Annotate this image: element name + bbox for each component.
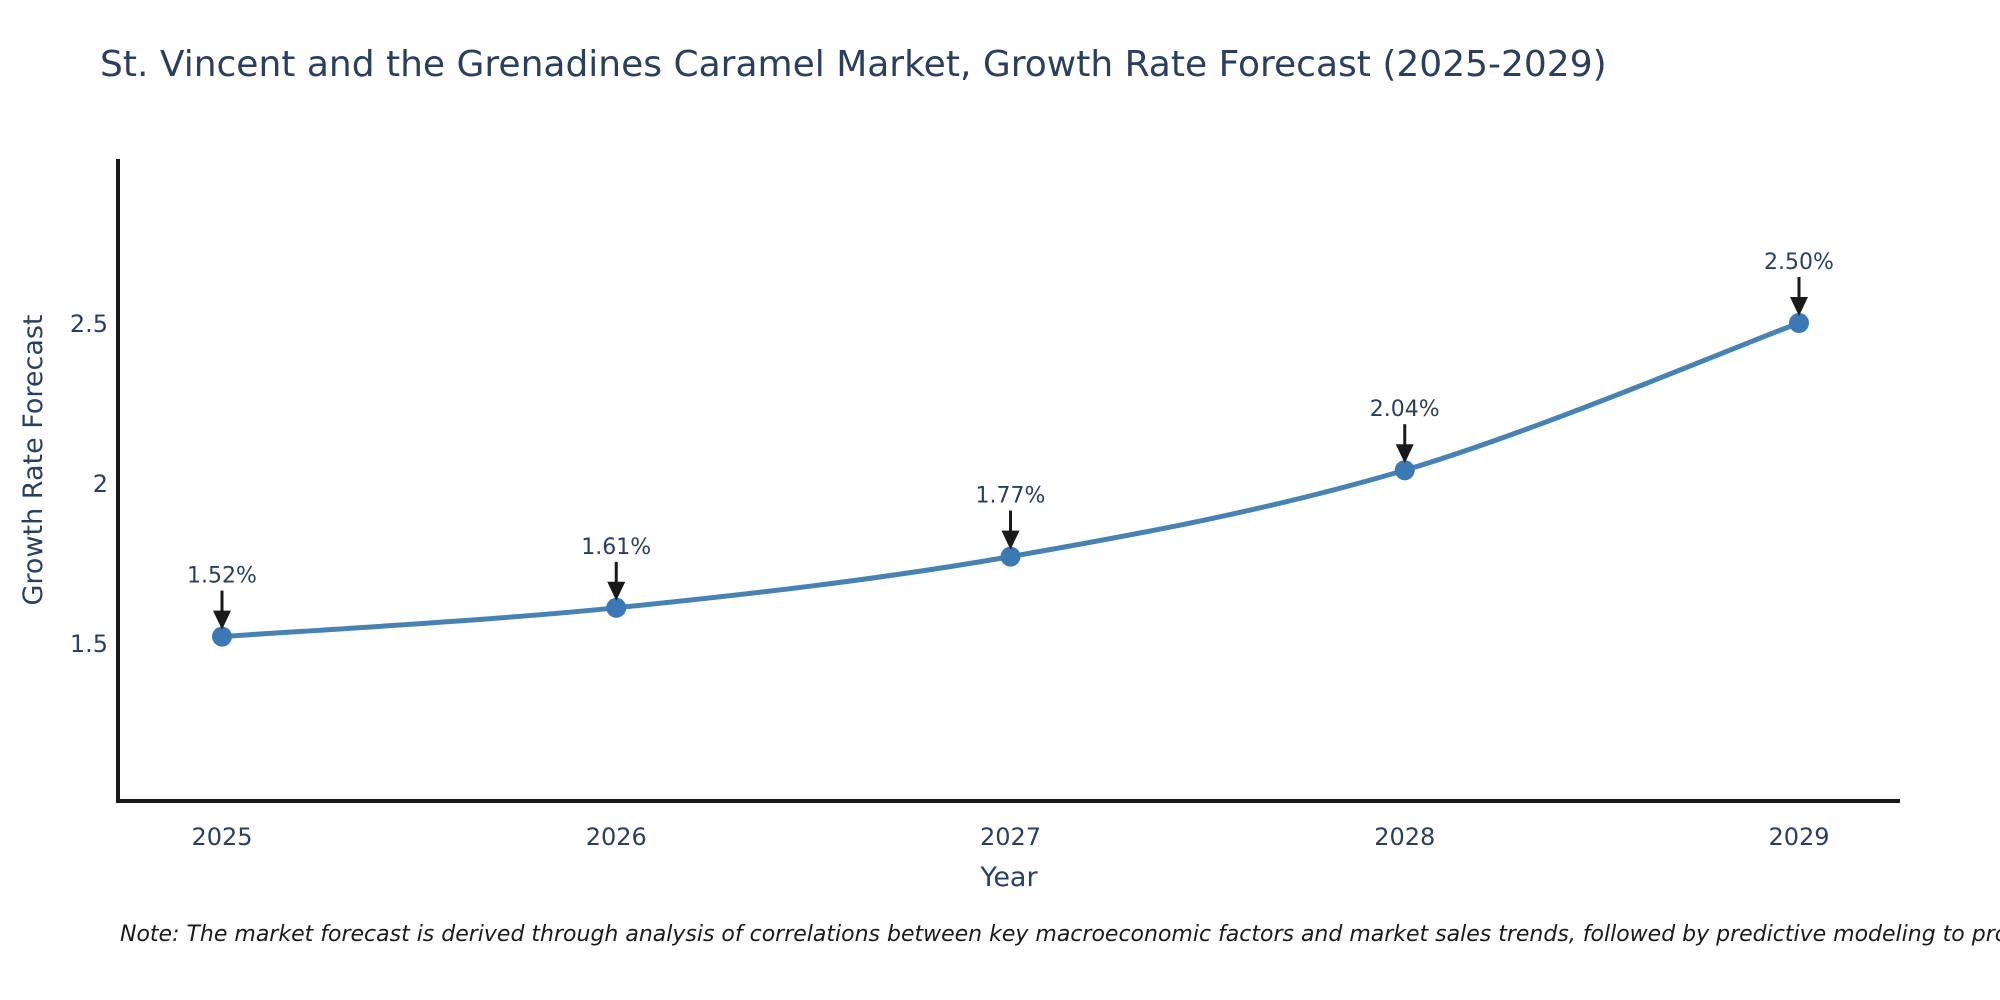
series-line	[219, 320, 1802, 640]
annotation-arrowhead-icon	[213, 610, 231, 630]
data-point-2027[interactable]	[1000, 546, 1021, 567]
y-tick-label: 2.5	[70, 310, 108, 338]
y-axis-tick-labels: 1.5 2 2.5	[70, 310, 108, 658]
annotation-arrowhead-icon	[1001, 530, 1020, 550]
point-value-label: 1.61%	[581, 535, 651, 560]
chart-title: St. Vincent and the Grenadines Caramel M…	[100, 44, 1607, 85]
data-point-2025[interactable]	[212, 626, 232, 647]
point-value-label: 1.77%	[976, 484, 1046, 509]
annotation-arrowhead-icon	[1790, 297, 1808, 316]
point-annotations: 1.52% 1.61% 1.77% 2.04% 2.50%	[187, 250, 1834, 630]
x-tick-label: 2026	[586, 823, 647, 851]
data-point-2026[interactable]	[606, 597, 627, 618]
point-value-label: 2.04%	[1370, 397, 1440, 422]
annotation-arrowhead-icon	[607, 581, 626, 601]
y-axis-title: Growth Rate Forecast	[18, 314, 49, 605]
data-point-2028[interactable]	[1394, 460, 1415, 481]
y-tick-label: 1.5	[70, 630, 108, 658]
data-point-2029[interactable]	[1789, 313, 1809, 333]
data-points	[212, 313, 1809, 647]
footnote: Note: The market forecast is derived thr…	[120, 922, 2000, 947]
point-value-label: 2.50%	[1764, 250, 1834, 275]
x-tick-label: 2028	[1374, 823, 1435, 851]
point-value-label: 1.52%	[187, 564, 257, 589]
forecast-line	[219, 320, 1802, 640]
x-axis-title: Year	[979, 862, 1038, 893]
x-tick-label: 2029	[1768, 823, 1829, 851]
y-tick-label: 2	[93, 470, 108, 498]
x-tick-label: 2027	[980, 823, 1041, 851]
x-tick-label: 2025	[191, 823, 252, 851]
x-axis-tick-labels: 2025 2026 2027 2028 2029	[191, 823, 1829, 851]
annotation-arrowhead-icon	[1395, 444, 1414, 464]
